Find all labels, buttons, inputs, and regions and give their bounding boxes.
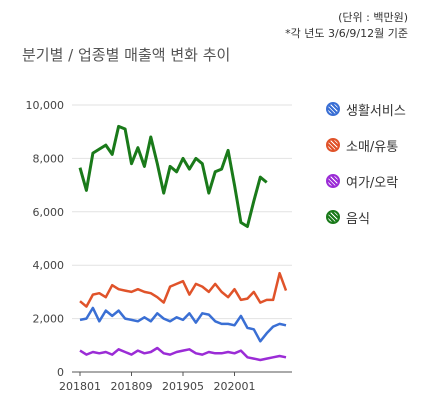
- legend-swatch: [326, 210, 340, 224]
- y-tick-label: 2,000: [33, 313, 65, 326]
- y-axis-ticks: 0 2,000 4,000 6,000 8,000 10,000: [26, 99, 65, 379]
- legend-label: 소매/유통: [346, 139, 399, 155]
- legend-item: 소매/유통: [326, 136, 406, 155]
- legend-swatch: [326, 102, 340, 116]
- series-line-0: [79, 306, 287, 343]
- legend-item: 여가/오락: [326, 172, 406, 191]
- y-tick-label: 6,000: [33, 206, 65, 219]
- y-tick-label: 8,000: [33, 152, 65, 165]
- y-tick-label: 0: [57, 366, 64, 379]
- legend-swatch: [326, 174, 340, 188]
- legend-label: 음식: [346, 211, 370, 227]
- legend-swatch: [326, 138, 340, 152]
- x-tick-label: 202001: [214, 380, 256, 393]
- x-axis-ticks: 201801 201809 201905 202001: [59, 372, 256, 393]
- series-line-3: [78, 124, 268, 228]
- legend-item: 음식: [326, 208, 406, 227]
- legend-label: 생활서비스: [346, 103, 406, 119]
- series-line-2: [79, 346, 287, 362]
- y-tick-label: 10,000: [26, 99, 65, 112]
- x-tick-label: 201801: [59, 380, 101, 393]
- unit-label: (단위 : 백만원): [338, 11, 408, 24]
- legend-item: 생활서비스: [326, 100, 406, 119]
- legend-label: 여가/오락: [346, 175, 399, 191]
- series-lines: [78, 124, 288, 362]
- chart-title: 분기별 / 업종별 매출액 변화 추이: [22, 46, 231, 64]
- y-tick-label: 4,000: [33, 259, 65, 272]
- series-line-1: [79, 271, 288, 308]
- x-tick-label: 201905: [162, 380, 204, 393]
- unit-note: (단위 : 백만원) *각 년도 3/6/9/12월 기준: [285, 10, 408, 42]
- x-tick-label: 201809: [111, 380, 153, 393]
- basis-note: *각 년도 3/6/9/12월 기준: [285, 27, 408, 40]
